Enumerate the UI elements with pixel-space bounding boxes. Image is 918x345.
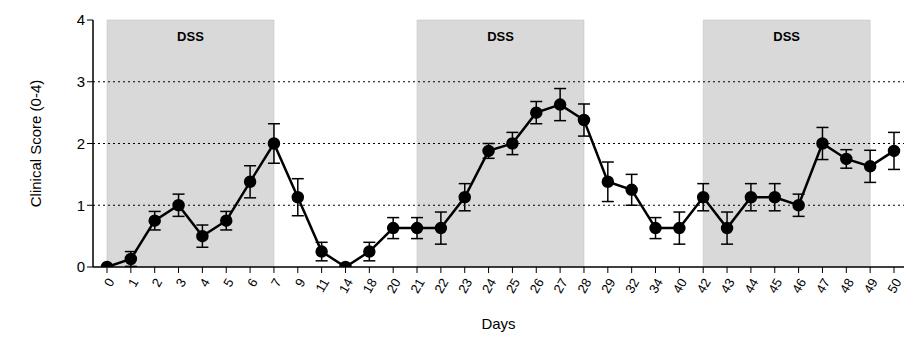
svg-text:47: 47 [813, 276, 833, 296]
svg-text:34: 34 [646, 276, 666, 296]
svg-text:44: 44 [741, 276, 761, 296]
svg-text:Clinical Score (0-4): Clinical Score (0-4) [27, 80, 44, 208]
svg-text:3: 3 [173, 276, 190, 290]
svg-text:23: 23 [455, 276, 475, 296]
svg-text:2: 2 [77, 135, 85, 152]
svg-text:29: 29 [598, 276, 618, 296]
svg-text:7: 7 [268, 276, 285, 290]
svg-text:11: 11 [312, 276, 332, 295]
svg-text:49: 49 [861, 276, 881, 296]
svg-text:26: 26 [527, 276, 547, 296]
svg-text:2: 2 [149, 276, 166, 290]
svg-text:32: 32 [622, 276, 642, 296]
svg-text:DSS: DSS [177, 29, 204, 44]
svg-text:22: 22 [431, 276, 451, 296]
svg-text:0: 0 [77, 258, 85, 275]
svg-text:DSS: DSS [487, 29, 514, 44]
svg-text:6: 6 [244, 276, 261, 290]
svg-text:3: 3 [77, 73, 85, 90]
svg-text:50: 50 [884, 276, 904, 296]
svg-text:46: 46 [789, 276, 809, 296]
svg-text:Days: Days [481, 315, 515, 332]
svg-text:4: 4 [196, 276, 213, 290]
svg-text:45: 45 [765, 276, 785, 296]
svg-text:20: 20 [384, 276, 404, 296]
svg-text:24: 24 [479, 276, 499, 296]
svg-text:28: 28 [574, 276, 594, 296]
svg-text:1: 1 [77, 197, 85, 214]
svg-text:40: 40 [670, 276, 690, 296]
svg-text:4: 4 [77, 11, 85, 28]
svg-text:27: 27 [550, 276, 570, 296]
svg-text:DSS: DSS [773, 29, 800, 44]
svg-text:43: 43 [717, 276, 737, 296]
svg-text:1: 1 [125, 276, 142, 290]
svg-text:48: 48 [837, 276, 857, 296]
svg-text:21: 21 [407, 276, 427, 296]
svg-text:0: 0 [101, 276, 118, 290]
svg-text:9: 9 [292, 276, 309, 290]
svg-text:18: 18 [360, 276, 380, 296]
svg-text:25: 25 [503, 276, 523, 296]
svg-text:42: 42 [694, 276, 714, 296]
svg-text:14: 14 [336, 276, 356, 296]
svg-text:5: 5 [220, 276, 237, 290]
